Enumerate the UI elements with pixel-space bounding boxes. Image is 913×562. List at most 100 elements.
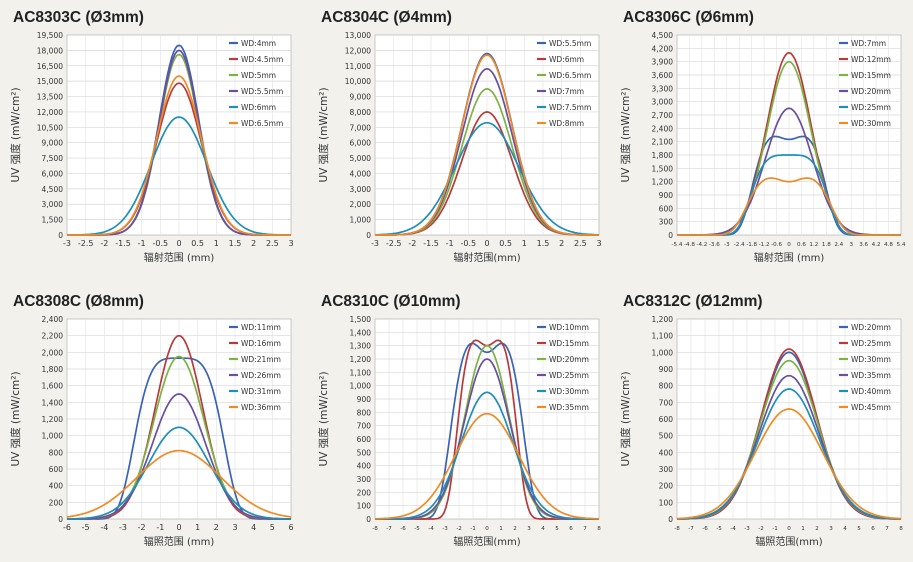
x-tick-label: -8	[674, 526, 680, 532]
y-tick-label: 600	[49, 465, 64, 474]
x-tick-label: 0	[176, 523, 181, 532]
y-tick-label: 2,400	[42, 315, 64, 324]
legend-label: WD:10mm	[549, 323, 589, 332]
x-tick-label: 5.4	[897, 242, 906, 248]
y-axis-label: UV 强度 (mW/cm²)	[317, 87, 330, 182]
y-tick-label: 200	[357, 488, 372, 497]
x-tick-label: -3	[119, 523, 127, 532]
y-tick-label: 500	[357, 448, 372, 457]
y-tick-label: 11,000	[345, 62, 371, 71]
x-tick-label: 3	[232, 523, 237, 532]
y-tick-label: 2,400	[652, 124, 674, 133]
y-tick-label: 1,200	[652, 315, 674, 324]
legend-label: WD:30mm	[851, 119, 891, 128]
x-tick-label: 2	[513, 526, 517, 532]
x-tick-label: -4	[428, 526, 434, 532]
x-tick-label: 2	[559, 239, 564, 248]
y-tick-label: 4,200	[652, 44, 674, 53]
x-tick-label: 4.2	[872, 242, 881, 248]
y-tick-label: 300	[659, 218, 674, 227]
y-tick-label: 9,000	[42, 139, 64, 148]
x-tick-label: 5	[857, 526, 861, 532]
x-axis-label: 辐照范围(mm)	[755, 535, 822, 548]
chart-svg: 0 300 600 900 1,200 1,500 1,800 2,100 2,400 2,700…	[619, 31, 906, 264]
x-tick-label: 4.8	[884, 242, 893, 248]
y-tick-label: 4,000	[350, 169, 372, 178]
x-tick-label: 0	[485, 526, 489, 532]
legend-label: WD:25mm	[851, 339, 891, 348]
legend-label: WD:5.5mm	[549, 39, 591, 48]
x-tick-label: 5	[270, 523, 275, 532]
y-tick-label: 1,800	[652, 151, 674, 160]
y-tick-label: 900	[659, 365, 674, 374]
x-tick-label: 1.5	[229, 239, 242, 248]
y-axis-label: UV 强度 (mW/cm²)	[317, 371, 330, 466]
y-tick-label: 1,800	[42, 365, 64, 374]
chart-title: AC8304C (Ø4mm)	[321, 9, 452, 26]
x-tick-label: -0.6	[771, 242, 782, 248]
legend-label: WD:4mm	[241, 39, 276, 48]
series-line-6	[677, 177, 901, 236]
legend-label: WD:15mm	[549, 339, 589, 348]
y-tick-label: 1,500	[350, 315, 372, 324]
x-tick-label: 3	[596, 239, 601, 248]
x-tick-label: -3	[724, 242, 730, 248]
legend-label: WD:25mm	[851, 103, 891, 112]
y-tick-label: 1,200	[42, 415, 64, 424]
legend-label: WD:30mm	[851, 355, 891, 364]
x-tick-label: 1	[522, 239, 527, 248]
chart-svg: 0 100 200 300 400 500 600 700 800 900 1,000 1,100 1,…	[317, 315, 601, 548]
y-tick-label: 700	[357, 422, 372, 431]
y-tick-label: 2,000	[350, 200, 372, 209]
x-tick-label: -1	[772, 526, 778, 532]
x-axis-label: 辐射范围(mm)	[453, 251, 520, 264]
x-tick-label: 1	[499, 526, 503, 532]
legend-label: WD:15mm	[851, 71, 891, 80]
legend-label: WD:20mm	[549, 355, 589, 364]
y-tick-label: 8,000	[350, 108, 372, 117]
y-tick-label: 1,600	[42, 382, 64, 391]
x-tick-label: -4	[100, 523, 108, 532]
x-tick-label: -1	[156, 523, 164, 532]
x-tick-label: 2.5	[574, 239, 587, 248]
y-tick-label: 3,900	[652, 58, 674, 67]
legend-label: WD:36mm	[241, 403, 281, 412]
chart-svg: 0 100 200 300 400 500 600 700 800 900 1,000 1,100 1,…	[619, 315, 903, 548]
y-tick-label: 7,500	[42, 154, 64, 163]
x-tick-label: -3.6	[709, 242, 720, 248]
y-tick-label: 7,000	[350, 123, 372, 132]
x-tick-label: 0.6	[797, 242, 806, 248]
x-tick-label: -1.5	[115, 239, 131, 248]
x-tick-label: 0	[484, 239, 489, 248]
y-tick-label: 13,500	[37, 93, 63, 102]
y-tick-label: 15,000	[37, 77, 63, 86]
x-tick-label: -1.2	[759, 242, 770, 248]
x-tick-label: -7	[688, 526, 694, 532]
x-tick-label: -1	[138, 239, 146, 248]
x-tick-label: 6	[569, 526, 573, 532]
x-tick-label: -2	[408, 239, 416, 248]
legend-label: WD:7mm	[549, 87, 584, 96]
y-tick-label: 400	[659, 448, 674, 457]
y-tick-label: 5,000	[350, 154, 372, 163]
x-tick-label: -5.4	[672, 242, 683, 248]
x-tick-label: -0.5	[153, 239, 169, 248]
legend-label: WD:4.5mm	[241, 55, 283, 64]
x-tick-label: 2	[214, 523, 219, 532]
x-tick-label: 8	[899, 526, 903, 532]
chart-panel-4: AC8308C (Ø8mm) 0 200 400 600 800 1,000 1,200 1,4…	[5, 287, 305, 562]
y-tick-label: 3,600	[652, 71, 674, 80]
x-tick-label: -1	[446, 239, 454, 248]
x-tick-label: -6	[400, 526, 406, 532]
x-tick-label: -3	[63, 239, 71, 248]
y-tick-label: 1,000	[42, 432, 64, 441]
y-tick-label: 1,400	[350, 328, 372, 337]
y-tick-label: 100	[659, 498, 674, 507]
legend-label: WD:16mm	[241, 339, 281, 348]
y-tick-label: 2,200	[42, 332, 64, 341]
y-tick-label: 3,000	[42, 200, 64, 209]
legend-label: WD:40mm	[851, 387, 891, 396]
legend-label: WD:45mm	[851, 403, 891, 412]
y-tick-label: 300	[357, 475, 372, 484]
y-tick-label: 2,700	[652, 111, 674, 120]
